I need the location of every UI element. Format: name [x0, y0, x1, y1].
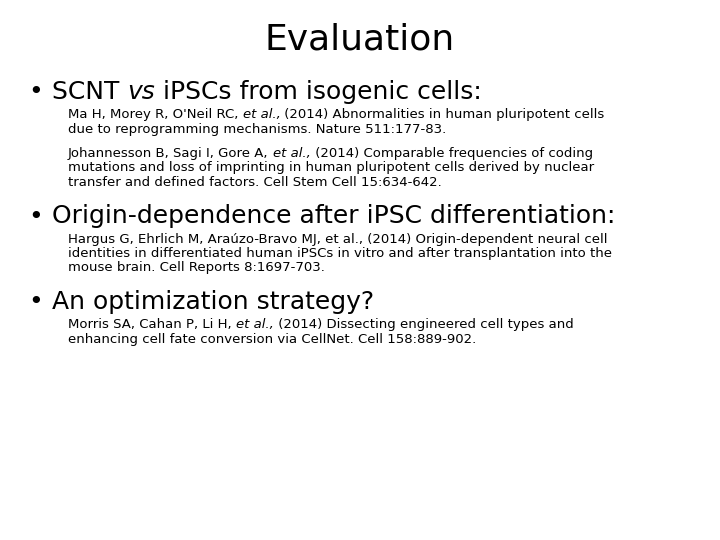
Text: Evaluation: Evaluation: [265, 22, 455, 56]
Text: mutations and loss of imprinting in human pluripotent cells derived by nuclear: mutations and loss of imprinting in huma…: [68, 161, 594, 174]
Text: Morris SA, Cahan P, Li H,: Morris SA, Cahan P, Li H,: [68, 318, 236, 331]
Text: Origin-dependence after iPSC differentiation:: Origin-dependence after iPSC differentia…: [52, 205, 616, 228]
Text: iPSCs from isogenic cells:: iPSCs from isogenic cells:: [155, 80, 482, 104]
Text: •: •: [28, 290, 42, 314]
Text: (2014) Comparable frequencies of coding: (2014) Comparable frequencies of coding: [310, 147, 593, 160]
Text: SCNT: SCNT: [52, 80, 127, 104]
Text: vs: vs: [127, 80, 155, 104]
Text: mouse brain. Cell Reports 8:1697-703.: mouse brain. Cell Reports 8:1697-703.: [68, 261, 325, 274]
Text: Ma H, Morey R, O'Neil RC,: Ma H, Morey R, O'Neil RC,: [68, 108, 243, 121]
Text: Johannesson B, Sagi I, Gore A,: Johannesson B, Sagi I, Gore A,: [68, 147, 273, 160]
Text: (2014) Abnormalities in human pluripotent cells: (2014) Abnormalities in human pluripoten…: [281, 108, 605, 121]
Text: •: •: [28, 205, 42, 228]
Text: identities in differentiated human iPSCs in vitro and after transplantation into: identities in differentiated human iPSCs…: [68, 247, 612, 260]
Text: et al.,: et al.,: [236, 318, 274, 331]
Text: due to reprogramming mechanisms. Nature 511:177-83.: due to reprogramming mechanisms. Nature …: [68, 123, 446, 136]
Text: transfer and defined factors. Cell Stem Cell 15:634-642.: transfer and defined factors. Cell Stem …: [68, 176, 442, 189]
Text: Hargus G, Ehrlich M, Araúzo-Bravo MJ, et al., (2014) Origin-dependent neural cel: Hargus G, Ehrlich M, Araúzo-Bravo MJ, et…: [68, 233, 608, 246]
Text: •: •: [28, 80, 42, 104]
Text: et al.,: et al.,: [243, 108, 281, 121]
Text: et al.,: et al.,: [273, 147, 310, 160]
Text: An optimization strategy?: An optimization strategy?: [52, 290, 374, 314]
Text: (2014) Dissecting engineered cell types and: (2014) Dissecting engineered cell types …: [274, 318, 574, 331]
Text: enhancing cell fate conversion via CellNet. Cell 158:889-902.: enhancing cell fate conversion via CellN…: [68, 333, 476, 346]
